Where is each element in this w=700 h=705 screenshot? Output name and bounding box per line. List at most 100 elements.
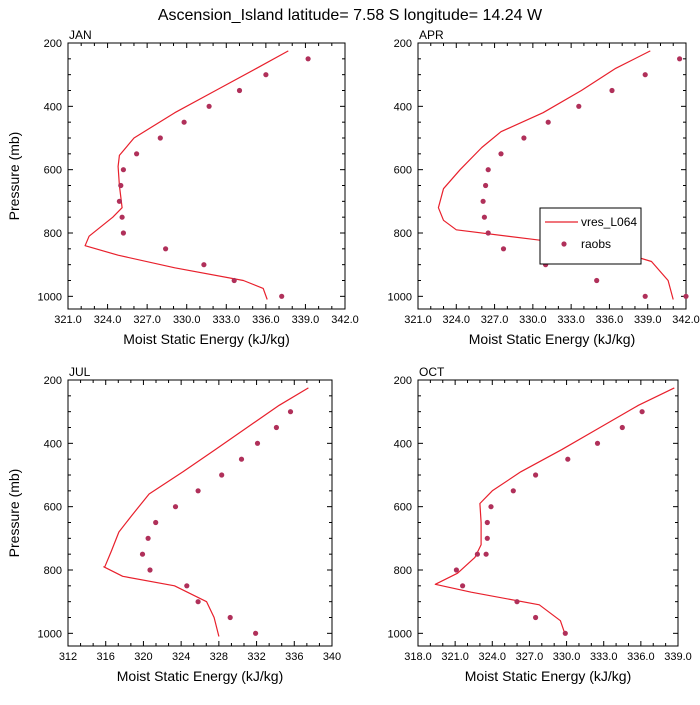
x-tick-label-jul: 316 xyxy=(97,651,115,663)
raob-point-jan xyxy=(206,103,212,109)
raob-point-jul xyxy=(273,424,279,431)
x-tick-label-jul: 312 xyxy=(59,651,77,663)
raob-point-apr xyxy=(485,167,491,173)
y-tick-label-oct: 200 xyxy=(394,375,412,387)
raob-point-oct xyxy=(460,583,466,589)
plot-frame-apr xyxy=(417,42,687,310)
raob-point-jul xyxy=(147,567,153,573)
x-tick-label-jan: 330.0 xyxy=(173,314,201,326)
raob-point-oct xyxy=(565,456,571,462)
raob-point-apr xyxy=(594,277,600,284)
x-tick-label-jan: 324.0 xyxy=(94,314,122,326)
y-tick-label-apr: 200 xyxy=(394,38,412,50)
plot-frame-jul xyxy=(67,379,333,647)
raob-point-jul xyxy=(195,599,201,605)
panel-label-jan: JAN xyxy=(69,28,92,42)
x-tick-label-jan: 327.0 xyxy=(133,314,161,326)
raob-point-jul xyxy=(153,519,159,526)
panel-jan: JAN 321.0 324.0 327.0 330.0 333.0 336.0 339.0 34… xyxy=(6,28,359,347)
raob-point-jan xyxy=(279,293,285,299)
x-tick-label-apr: 339.0 xyxy=(634,314,662,326)
raob-point-apr xyxy=(498,151,504,157)
x-tick-label-apr: 321.0 xyxy=(404,314,432,326)
raob-point-apr xyxy=(642,293,648,299)
raob-point-oct xyxy=(483,551,489,557)
y-tick-label-apr: 800 xyxy=(394,228,412,240)
x-tick-label-jul: 340 xyxy=(323,651,341,663)
x-tick-label-jul: 332 xyxy=(247,651,265,663)
raob-point-apr xyxy=(485,230,491,236)
raob-point-oct xyxy=(474,551,480,557)
x-tick-label-apr: 333.0 xyxy=(557,314,585,326)
raob-point-apr xyxy=(576,103,582,109)
x-tick-label-apr: 324.0 xyxy=(443,314,471,326)
x-tick-label-jan: 336.0 xyxy=(252,314,280,326)
y-tick-label-jan: 200 xyxy=(44,38,62,50)
raob-point-jan xyxy=(201,262,207,268)
x-tick-label-jan: 339.0 xyxy=(292,314,320,326)
raob-point-jan xyxy=(120,230,126,236)
legend-line-label: vres_L064 xyxy=(581,215,637,229)
raob-point-jan xyxy=(263,72,269,78)
raob-point-jan xyxy=(120,167,126,173)
raob-point-jul xyxy=(145,535,151,541)
y-tick-label-jul: 1000 xyxy=(38,628,62,640)
y-tick-label-jan: 800 xyxy=(44,228,62,240)
raob-point-jan xyxy=(163,246,169,252)
y-tick-label-apr: 400 xyxy=(394,101,412,113)
y-tick-label-oct: 400 xyxy=(394,438,412,450)
x-tick-label-oct: 330.0 xyxy=(553,651,581,663)
raob-point-jul xyxy=(184,583,190,589)
x-tick-label-oct: 339.0 xyxy=(664,651,692,663)
x-tick-label-jan: 321.0 xyxy=(54,314,82,326)
x-tick-label-jul: 320 xyxy=(134,651,152,663)
y-tick-label-apr: 600 xyxy=(394,165,412,177)
raob-point-oct xyxy=(639,409,645,415)
legend: vres_L064 raobs xyxy=(539,207,642,265)
panel-jul: JUL 312 316 320 324 328 332 336 340 200 400 600 800 1… xyxy=(6,365,341,684)
raob-point-jul xyxy=(219,472,225,478)
model-line-jan xyxy=(84,50,289,300)
raob-point-jan xyxy=(116,198,122,204)
x-tick-label-oct: 318.0 xyxy=(404,651,432,663)
model-line-jul xyxy=(103,387,309,637)
y-tick-label-jan: 400 xyxy=(44,101,62,113)
raob-point-oct xyxy=(484,535,490,541)
y-tick-label-oct: 1000 xyxy=(388,628,412,640)
raob-point-oct xyxy=(533,614,539,621)
plot-frame-jan xyxy=(67,42,346,310)
raob-point-oct xyxy=(484,519,490,526)
raob-point-jan xyxy=(231,277,237,284)
panel-label-oct: OCT xyxy=(419,365,445,379)
x-tick-label-jan: 333.0 xyxy=(213,314,241,326)
raob-point-jul xyxy=(195,488,201,494)
raob-point-apr xyxy=(683,293,689,299)
raob-point-jul xyxy=(139,551,146,557)
raob-point-oct xyxy=(510,488,516,494)
raob-point-jan xyxy=(181,119,187,125)
raob-point-apr xyxy=(480,198,486,204)
raob-point-apr xyxy=(609,87,615,94)
x-tick-label-oct: 333.0 xyxy=(590,651,618,663)
x-tick-label-jan: 342.0 xyxy=(331,314,359,326)
raob-point-apr xyxy=(545,119,551,125)
raob-point-jul xyxy=(253,630,259,636)
raob-point-jan xyxy=(118,182,124,189)
x-axis-label-apr: Moist Static Energy (kJ/kg) xyxy=(469,331,636,347)
x-tick-label-oct: 327.0 xyxy=(516,651,544,663)
legend-point-swatch xyxy=(561,241,567,247)
raob-point-jul xyxy=(227,614,233,621)
raob-point-apr xyxy=(481,214,487,220)
panel-apr: APR 321.0 324.0 327.0 330.0 333.0 336.0 339.0 34… xyxy=(388,28,700,347)
raob-point-apr xyxy=(642,72,648,78)
x-tick-label-oct: 336.0 xyxy=(627,651,655,663)
x-tick-label-jul: 328 xyxy=(210,651,228,663)
raob-point-jul xyxy=(287,409,294,415)
raob-point-jan xyxy=(119,214,125,220)
raob-point-jan xyxy=(305,56,311,62)
legend-box xyxy=(539,207,642,265)
y-tick-label-oct: 800 xyxy=(394,565,412,577)
raob-point-apr xyxy=(500,246,507,252)
y-axis-label-jul: Pressure (mb) xyxy=(6,469,22,558)
